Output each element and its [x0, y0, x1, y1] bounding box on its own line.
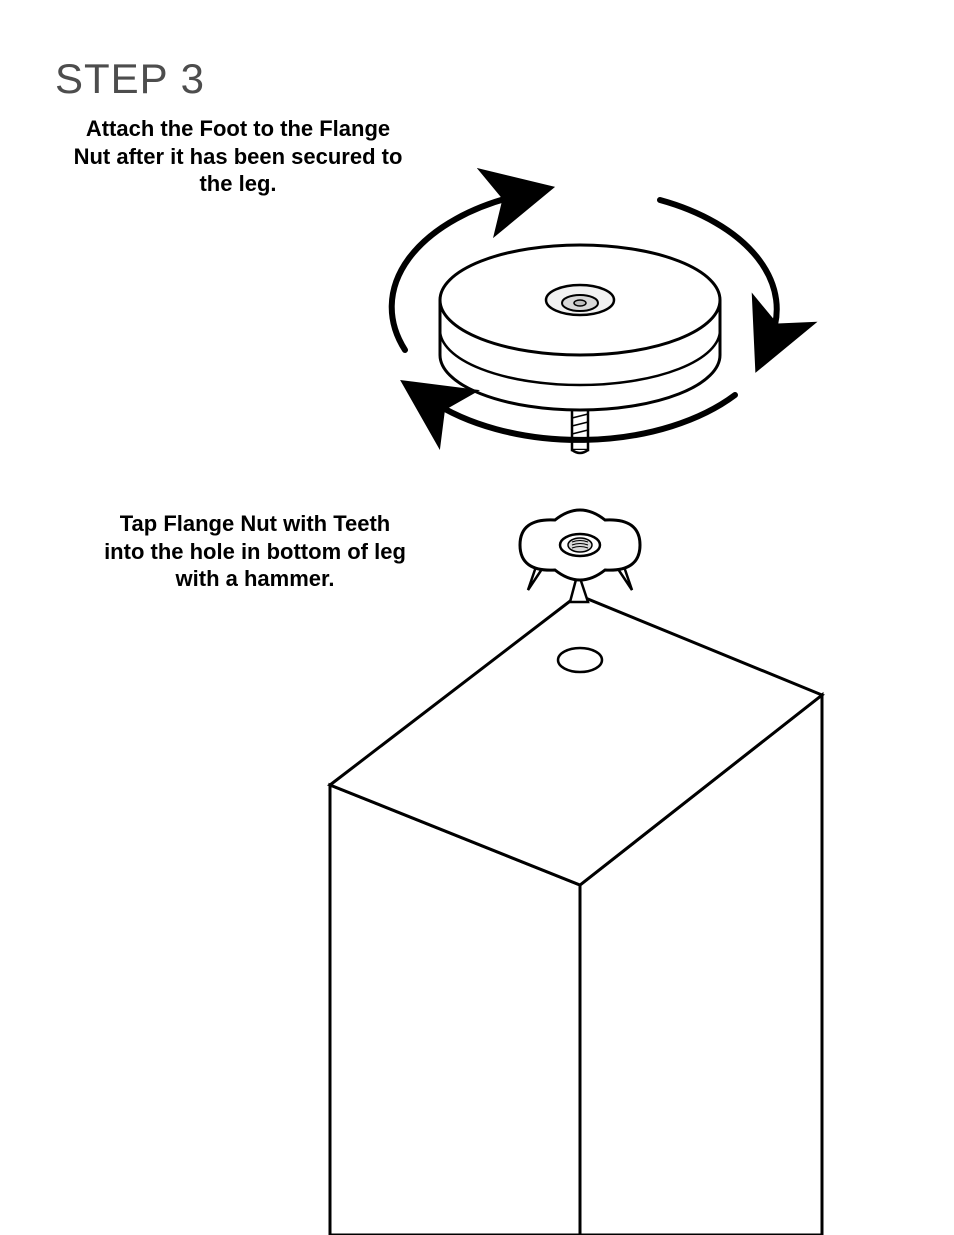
flange-nut: [520, 510, 640, 602]
assembly-diagram: [0, 0, 954, 1235]
leg-block: [330, 595, 822, 1235]
